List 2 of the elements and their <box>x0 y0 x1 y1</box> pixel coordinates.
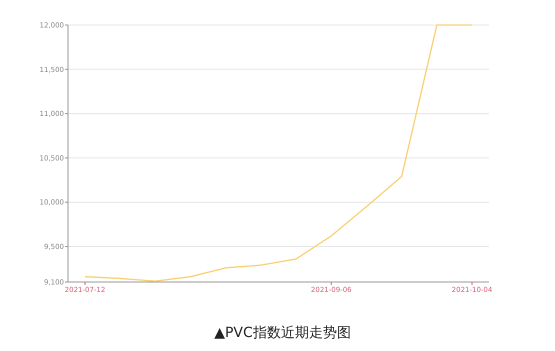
line-series <box>84 24 473 282</box>
text: ▲PVC指数近期走势图 <box>214 325 351 341</box>
